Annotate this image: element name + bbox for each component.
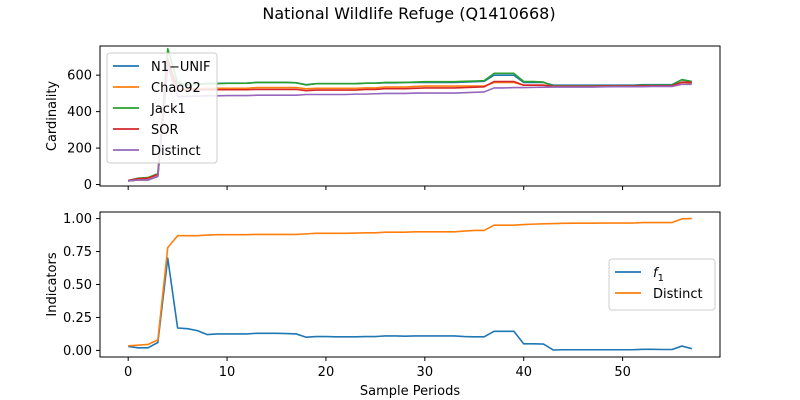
top-legend-label: Jack1 xyxy=(150,102,186,117)
bottom-y-axis-label: Indicators xyxy=(45,252,60,316)
top-legend-box xyxy=(106,52,218,164)
bottom-x-tick-label: 30 xyxy=(417,365,434,380)
top-axes-frame xyxy=(99,45,721,187)
bottom-legend-label: f1 xyxy=(653,266,664,284)
top-y-tick-label: 600 xyxy=(67,69,92,84)
bottom-x-axis-label: Sample Periods xyxy=(360,384,460,399)
bottom-y-tick-label: 0.50 xyxy=(63,278,92,293)
top-legend: N1−UNIF Chao92 Jack1 SOR Distinct xyxy=(106,52,218,164)
top-legend-label: Distinct xyxy=(151,144,201,159)
top-y-tick-label: 200 xyxy=(67,142,92,157)
top-legend-label: Chao92 xyxy=(151,81,201,96)
bottom-series-line-1 xyxy=(128,257,693,351)
bottom-legend-box xyxy=(608,258,716,311)
figure-title: National Wildlife Refuge (Q1410668) xyxy=(262,4,555,23)
bottom-y-tick-label: 1.00 xyxy=(63,212,92,227)
bottom-y-tick-label: 0.00 xyxy=(63,344,92,359)
cardinality-panel: 0 200 400 600 Cardinality N1−UNIF Chao92 Jack1 S… xyxy=(45,45,721,193)
bottom-legend: f1 Distinct xyxy=(608,258,716,311)
bottom-y-tick-label: 0.25 xyxy=(63,311,92,326)
top-y-tick-label: 400 xyxy=(67,105,92,120)
top-y-axis-label: Cardinality xyxy=(45,81,60,152)
bottom-x-tick-label: 0 xyxy=(124,365,132,380)
top-legend-label: SOR xyxy=(151,123,179,138)
top-series-line-5 xyxy=(128,65,692,182)
bottom-x-tick-label: 40 xyxy=(515,365,532,380)
bottom-series-line-2 xyxy=(128,217,692,347)
top-y-tick-label: 0 xyxy=(84,178,92,193)
bottom-y-tick-label: 0.75 xyxy=(63,245,92,260)
top-legend-label: N1−UNIF xyxy=(151,60,210,75)
bottom-x-tick-label: 10 xyxy=(219,365,236,380)
indicators-panel: 0 10 20 30 40 50 0.00 0.25 0.50 0.75 1.00 Indicator… xyxy=(45,211,721,399)
bottom-x-tick-label: 20 xyxy=(318,365,335,380)
bottom-x-tick-label: 50 xyxy=(614,365,631,380)
bottom-legend-label: Distinct xyxy=(653,287,703,302)
